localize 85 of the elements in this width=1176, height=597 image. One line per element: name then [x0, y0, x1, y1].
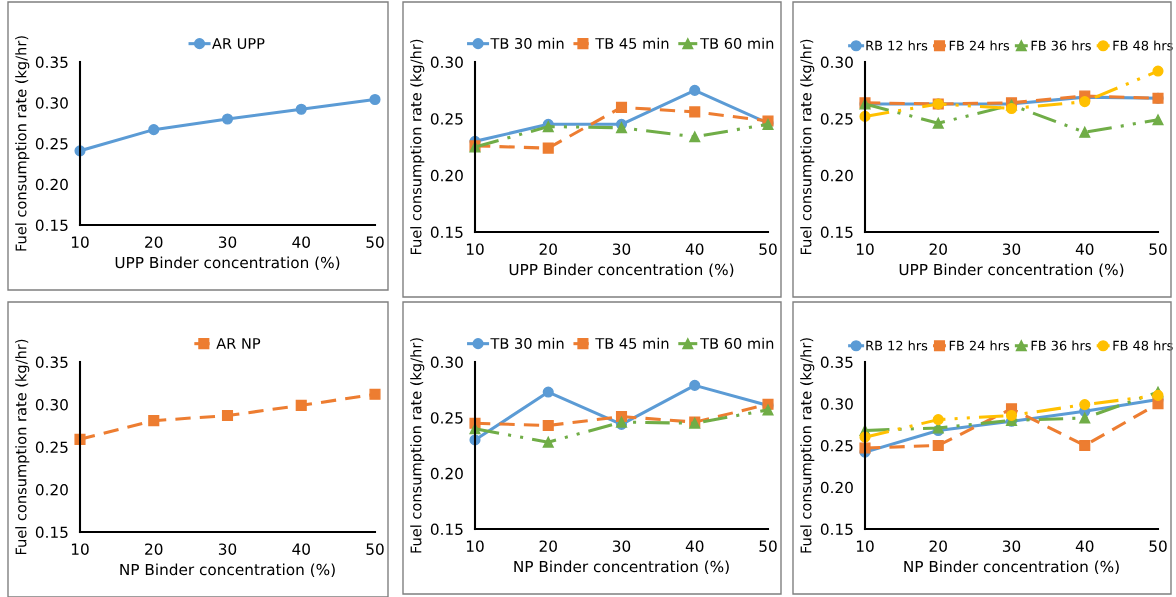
legend-label: AR UPP [212, 38, 265, 49]
x-axis-title: UPP Binder concentration (%) [899, 263, 1124, 278]
legend-label: AR NP [216, 338, 261, 349]
x-tick-label: 20 [145, 236, 163, 248]
x-axis-title: UPP Binder concentration (%) [509, 263, 734, 278]
x-tick-label: 50 [759, 540, 777, 552]
y-tick-label: 0.35 [820, 356, 853, 369]
y-tick-label: 0.35 [35, 356, 68, 369]
x-tick-label: 40 [685, 540, 704, 552]
y-tick-label: 0.15 [820, 523, 853, 536]
y-tick-label: 0.15 [35, 219, 68, 232]
x-tick-label: 10 [466, 540, 484, 552]
x-tick-label: 10 [466, 243, 484, 255]
x-tick-label: 10 [856, 540, 874, 552]
y-tick-label: 0.15 [35, 526, 68, 539]
x-axis-title: NP Binder concentration (%) [514, 560, 729, 575]
y-axis-title: Fuel consumption rate (kg/hr) [800, 338, 815, 553]
x-tick-label: 40 [292, 236, 310, 248]
legend-label: FB 36 hrs [1031, 340, 1091, 351]
y-tick-label: 0.25 [35, 137, 68, 150]
y-tick-label: 0.20 [820, 169, 853, 182]
x-tick-label: 40 [292, 543, 310, 555]
y-tick-label: 0.30 [35, 97, 68, 109]
x-tick-label: 30 [218, 543, 237, 555]
y-tick-label: 0.25 [35, 441, 68, 454]
legend-label: TB 30 min [490, 37, 564, 49]
y-axis-title: Fuel consumption rate (kg/hr) [15, 36, 30, 251]
x-axis-title: UPP Binder concentration (%) [115, 256, 340, 271]
legend-label: TB 45 min [595, 337, 669, 349]
x-tick-label: 50 [366, 543, 384, 555]
y-axis-title: Fuel consumption rate (kg/hr) [410, 338, 425, 553]
x-tick-label: 20 [929, 540, 947, 552]
y-tick-label: 0.25 [820, 439, 853, 452]
legend-label: FB 48 hrs [1113, 340, 1173, 351]
y-tick-label: 0.25 [430, 113, 463, 125]
legend-label: TB 60 min [700, 337, 774, 349]
y-tick-label: 0.20 [430, 467, 463, 480]
x-tick-label: 30 [1002, 540, 1021, 552]
x-tick-label: 20 [539, 243, 557, 255]
y-tick-label: 0.20 [35, 178, 68, 191]
x-tick-label: 10 [71, 236, 89, 248]
x-tick-label: 40 [1075, 540, 1094, 552]
x-tick-label: 30 [612, 540, 631, 552]
y-tick-label: 0.20 [35, 483, 68, 496]
y-tick-label: 0.30 [430, 356, 463, 369]
y-axis-title: Fuel consumption rate (kg/hr) [800, 39, 815, 255]
x-tick-label: 50 [1149, 540, 1167, 552]
y-tick-label: 0.25 [820, 113, 853, 125]
y-tick-label: 0.15 [430, 523, 463, 536]
y-tick-label: 0.20 [820, 481, 853, 494]
y-tick-label: 0.15 [430, 226, 463, 239]
legend-label: FB 24 hrs [949, 40, 1010, 51]
x-tick-label: 40 [685, 243, 704, 255]
legend-label: FB 48 hrs [1113, 40, 1173, 51]
y-tick-label: 0.30 [35, 398, 68, 411]
x-axis-title: NP Binder concentration (%) [904, 560, 1119, 575]
legend-label: TB 30 min [490, 337, 564, 349]
legend-label: RB 12 hrs [866, 340, 928, 351]
x-tick-label: 50 [1149, 243, 1167, 255]
legend-label: TB 45 min [595, 37, 669, 49]
legend-label: FB 36 hrs [1031, 40, 1091, 51]
x-axis-title: NP Binder concentration (%) [120, 563, 335, 578]
x-tick-label: 10 [71, 543, 89, 555]
legend-label: FB 24 hrs [949, 340, 1010, 351]
x-tick-label: 10 [856, 243, 874, 255]
x-tick-label: 20 [929, 243, 947, 255]
x-tick-label: 20 [145, 543, 163, 555]
y-tick-label: 0.30 [820, 56, 853, 69]
y-tick-label: 0.35 [35, 56, 68, 69]
legend-label: TB 60 min [700, 37, 774, 49]
x-tick-label: 40 [1075, 243, 1094, 255]
y-axis-title: Fuel consumption rate (kg/hr) [410, 39, 425, 255]
x-tick-label: 50 [366, 236, 384, 248]
y-axis-title: Fuel consumption rate (kg/hr) [15, 339, 30, 555]
y-tick-label: 0.20 [430, 169, 463, 182]
y-tick-label: 0.30 [430, 56, 463, 69]
x-tick-label: 30 [218, 236, 237, 248]
x-tick-label: 50 [759, 243, 777, 255]
y-tick-label: 0.15 [820, 226, 853, 239]
y-tick-label: 0.30 [820, 398, 853, 410]
x-tick-label: 30 [1002, 243, 1021, 255]
legend-label: RB 12 hrs [866, 40, 928, 51]
x-tick-label: 30 [612, 243, 631, 255]
y-tick-label: 0.25 [430, 412, 463, 424]
x-tick-label: 20 [539, 540, 557, 552]
